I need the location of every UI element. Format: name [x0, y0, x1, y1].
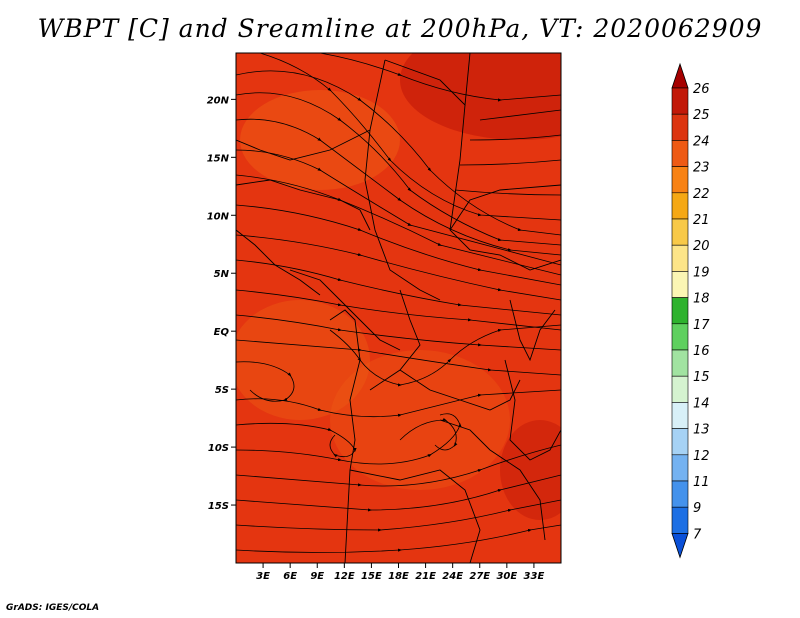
x-tick-label: 15E — [361, 571, 382, 582]
warm-region-northeast — [400, 53, 561, 140]
x-tick-label: 33E — [524, 571, 545, 582]
colorbar-label: 15 — [693, 370, 710, 385]
colorbar-segment — [671, 87, 689, 115]
y-axis: 20N 15N 10N 5N EQ 5S 10S 15S — [207, 95, 236, 512]
x-tick-label: 12E — [334, 571, 355, 582]
colorbar-segment — [671, 244, 689, 272]
y-tick-label: 10S — [208, 443, 229, 454]
colorbar-bottom-arrow — [671, 533, 689, 559]
chart-title: WBPT [C] and Sreamline at 200hPa, VT: 20… — [37, 14, 763, 43]
x-tick-label: 3E — [256, 571, 270, 582]
y-tick-label: 5N — [214, 269, 230, 280]
colorbar-label: 25 — [693, 108, 710, 123]
y-tick-label: 15N — [207, 153, 230, 164]
x-tick-label: 18E — [388, 571, 409, 582]
colorbar-label: 24 — [693, 134, 710, 149]
x-tick-label: 27E — [469, 571, 490, 582]
colorbar-segment — [671, 297, 689, 325]
x-tick-label: 6E — [283, 571, 297, 582]
colorbar-segment — [671, 428, 689, 456]
colorbar-label: 7 — [693, 527, 702, 542]
colorbar-label: 17 — [693, 318, 710, 333]
colorbar-label: 12 — [693, 449, 710, 464]
colorbar-segment — [671, 218, 689, 246]
x-tick-label: 24E — [442, 571, 463, 582]
colorbar-segment — [671, 506, 689, 534]
colorbar-segment — [671, 454, 689, 482]
y-tick-label: EQ — [214, 327, 230, 338]
colorbar-label: 22 — [693, 187, 710, 202]
colorbar-label: 14 — [693, 396, 710, 411]
colorbar-label: 16 — [693, 344, 710, 359]
colorbar-segment — [671, 480, 689, 508]
colorbar-label: 21 — [693, 213, 710, 228]
colorbar-label: 26 — [693, 82, 710, 97]
colorbar-segment — [671, 140, 689, 167]
colorbar-label: 23 — [693, 161, 710, 176]
colorbar-segment — [671, 349, 689, 377]
colorbar-legend: 26 25 24 23 22 21 20 19 18 17 16 15 14 13 12 11 9 7 — [671, 62, 710, 559]
warm-region-southeast — [500, 420, 561, 520]
colorbar-label: 19 — [693, 265, 710, 280]
colorbar-segment — [671, 192, 689, 220]
colorbar-label: 13 — [693, 423, 710, 438]
colorbar-segment — [671, 323, 689, 351]
colorbar-segment — [671, 166, 689, 194]
colorbar-segment — [671, 271, 689, 298]
colorbar-top-arrow — [671, 62, 689, 89]
colorbar-label: 9 — [693, 501, 701, 516]
map-panel — [236, 53, 561, 563]
colorbar-segment — [671, 113, 689, 141]
colorbar-segment — [671, 402, 689, 429]
streamlines — [236, 53, 561, 553]
y-tick-label: 10N — [207, 211, 230, 222]
x-axis: 3E 6E 9E 12E 15E 18E 21E 24E 27E 30E 33E — [256, 563, 544, 582]
colorbar-label: 11 — [693, 475, 710, 490]
y-tick-label: 5S — [215, 385, 229, 396]
colorbar-segment — [671, 375, 689, 403]
cooler-region-west — [236, 300, 370, 420]
colorbar-label: 20 — [693, 239, 710, 254]
y-tick-label: 20N — [207, 95, 230, 106]
x-tick-label: 21E — [415, 571, 436, 582]
colorbar-label: 18 — [693, 292, 710, 307]
x-tick-label: 30E — [496, 571, 517, 582]
x-tick-label: 9E — [310, 571, 324, 582]
credit-label: GrADS: IGES/COLA — [6, 603, 100, 613]
y-tick-label: 15S — [208, 501, 229, 512]
